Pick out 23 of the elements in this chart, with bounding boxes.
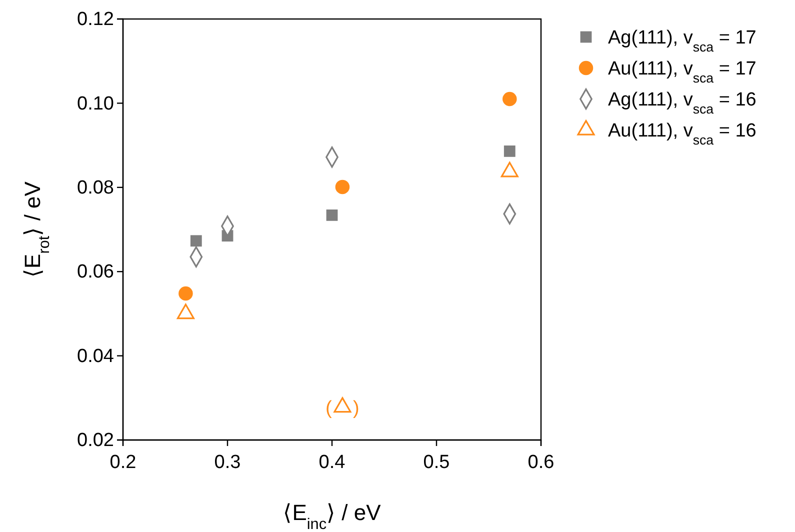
point — [178, 286, 193, 301]
y-tick-label: 0.06 — [77, 262, 114, 283]
legend-label: Au(111), v$_{sca}$ = 16 — [608, 120, 756, 148]
y-tick-label: 0.02 — [77, 430, 114, 452]
x-tick-label: 0.2 — [110, 452, 136, 473]
y-tick-label: 0.08 — [77, 177, 114, 198]
point — [335, 180, 350, 194]
x-tick-label: 0.6 — [528, 452, 554, 473]
point — [326, 209, 338, 221]
x-tick-label: 0.4 — [318, 452, 346, 473]
y-tick-label: 0.12 — [77, 9, 114, 30]
legend-label: Au(111), v$_{sca}$ = 17 — [608, 58, 756, 86]
legend-label: Ag(111), v$_{sca}$ = 17 — [608, 28, 756, 54]
x-tick-label: 0.3 — [214, 452, 241, 473]
point — [504, 145, 516, 157]
y-tick-label: 0.04 — [77, 346, 114, 367]
point — [502, 92, 517, 106]
x-axis-title: ⟨E$_{inc}$⟩ / eV — [283, 500, 382, 532]
x-tick-label: 0.5 — [423, 452, 450, 473]
legend-label: Ag(111), v$_{sca}$ = 16 — [608, 90, 756, 116]
point — [190, 235, 202, 247]
annotation: ( ) — [326, 398, 360, 419]
y-tick-label: 0.10 — [77, 93, 114, 114]
